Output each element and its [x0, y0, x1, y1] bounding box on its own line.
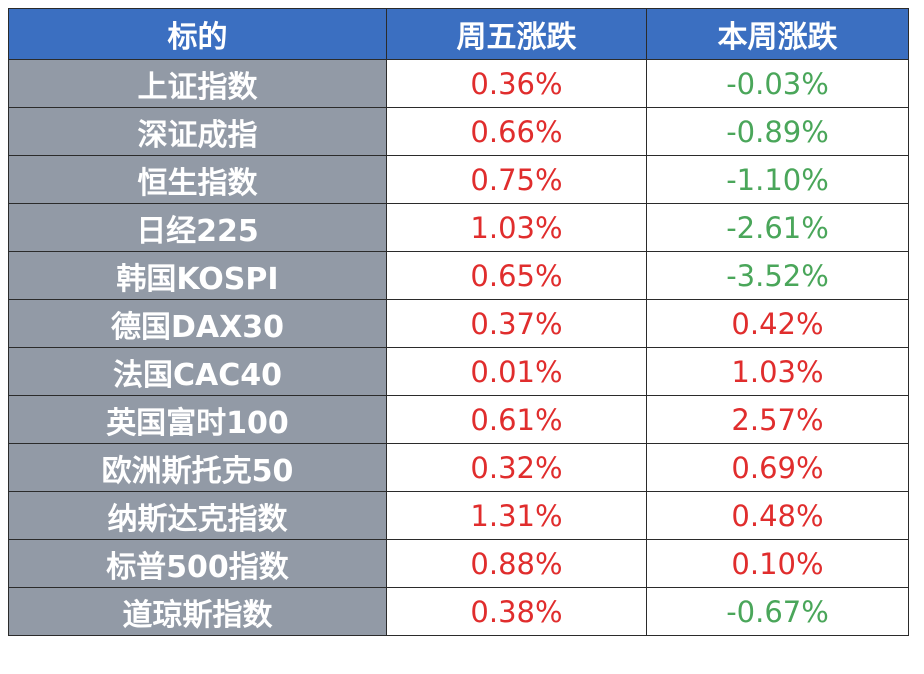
friday-change-cell: 0.61%: [386, 395, 647, 444]
friday-change-cell: 1.31%: [386, 491, 647, 540]
table-row: 恒生指数 0.75% -1.10%: [8, 155, 909, 204]
week-change-cell: 2.57%: [646, 395, 909, 444]
index-name-cell: 纳斯达克指数: [8, 491, 387, 540]
table-row: 标普500指数 0.88% 0.10%: [8, 539, 909, 588]
week-change-cell: 0.10%: [646, 539, 909, 588]
week-change-cell: -0.89%: [646, 107, 909, 156]
week-change-cell: -0.67%: [646, 587, 909, 636]
index-name-cell: 欧洲斯托克50: [8, 443, 387, 492]
friday-change-cell: 0.37%: [386, 299, 647, 348]
table-row: 德国DAX30 0.37% 0.42%: [8, 299, 909, 348]
friday-change-cell: 0.75%: [386, 155, 647, 204]
index-name-cell: 上证指数: [8, 59, 387, 108]
table-header-row: 标的 周五涨跌 本周涨跌: [8, 8, 909, 60]
table-row: 纳斯达克指数 1.31% 0.48%: [8, 491, 909, 540]
friday-change-cell: 1.03%: [386, 203, 647, 252]
week-change-cell: 0.69%: [646, 443, 909, 492]
table-row: 韩国KOSPI 0.65% -3.52%: [8, 251, 909, 300]
friday-change-cell: 0.66%: [386, 107, 647, 156]
friday-change-cell: 0.01%: [386, 347, 647, 396]
index-name-cell: 标普500指数: [8, 539, 387, 588]
table-row: 法国CAC40 0.01% 1.03%: [8, 347, 909, 396]
index-name-cell: 日经225: [8, 203, 387, 252]
index-name-cell: 深证成指: [8, 107, 387, 156]
column-header-name: 标的: [8, 8, 387, 60]
week-change-cell: -3.52%: [646, 251, 909, 300]
index-name-cell: 德国DAX30: [8, 299, 387, 348]
index-change-table: 标的 周五涨跌 本周涨跌 上证指数 0.36% -0.03% 深证成指 0.66% -0.…: [8, 8, 909, 636]
table-row: 英国富时100 0.61% 2.57%: [8, 395, 909, 444]
friday-change-cell: 0.65%: [386, 251, 647, 300]
table-row: 深证成指 0.66% -0.89%: [8, 107, 909, 156]
index-name-cell: 英国富时100: [8, 395, 387, 444]
table-body: 上证指数 0.36% -0.03% 深证成指 0.66% -0.89% 恒生指数 0.75% -…: [8, 59, 909, 636]
friday-change-cell: 0.88%: [386, 539, 647, 588]
table-row: 道琼斯指数 0.38% -0.67%: [8, 587, 909, 636]
index-name-cell: 道琼斯指数: [8, 587, 387, 636]
column-header-week: 本周涨跌: [646, 8, 909, 60]
week-change-cell: -0.03%: [646, 59, 909, 108]
week-change-cell: -2.61%: [646, 203, 909, 252]
index-name-cell: 恒生指数: [8, 155, 387, 204]
friday-change-cell: 0.38%: [386, 587, 647, 636]
index-name-cell: 法国CAC40: [8, 347, 387, 396]
index-name-cell: 韩国KOSPI: [8, 251, 387, 300]
column-header-friday: 周五涨跌: [386, 8, 647, 60]
week-change-cell: 1.03%: [646, 347, 909, 396]
friday-change-cell: 0.36%: [386, 59, 647, 108]
week-change-cell: -1.10%: [646, 155, 909, 204]
table-row: 上证指数 0.36% -0.03%: [8, 59, 909, 108]
friday-change-cell: 0.32%: [386, 443, 647, 492]
week-change-cell: 0.42%: [646, 299, 909, 348]
week-change-cell: 0.48%: [646, 491, 909, 540]
table-row: 日经225 1.03% -2.61%: [8, 203, 909, 252]
table-row: 欧洲斯托克50 0.32% 0.69%: [8, 443, 909, 492]
